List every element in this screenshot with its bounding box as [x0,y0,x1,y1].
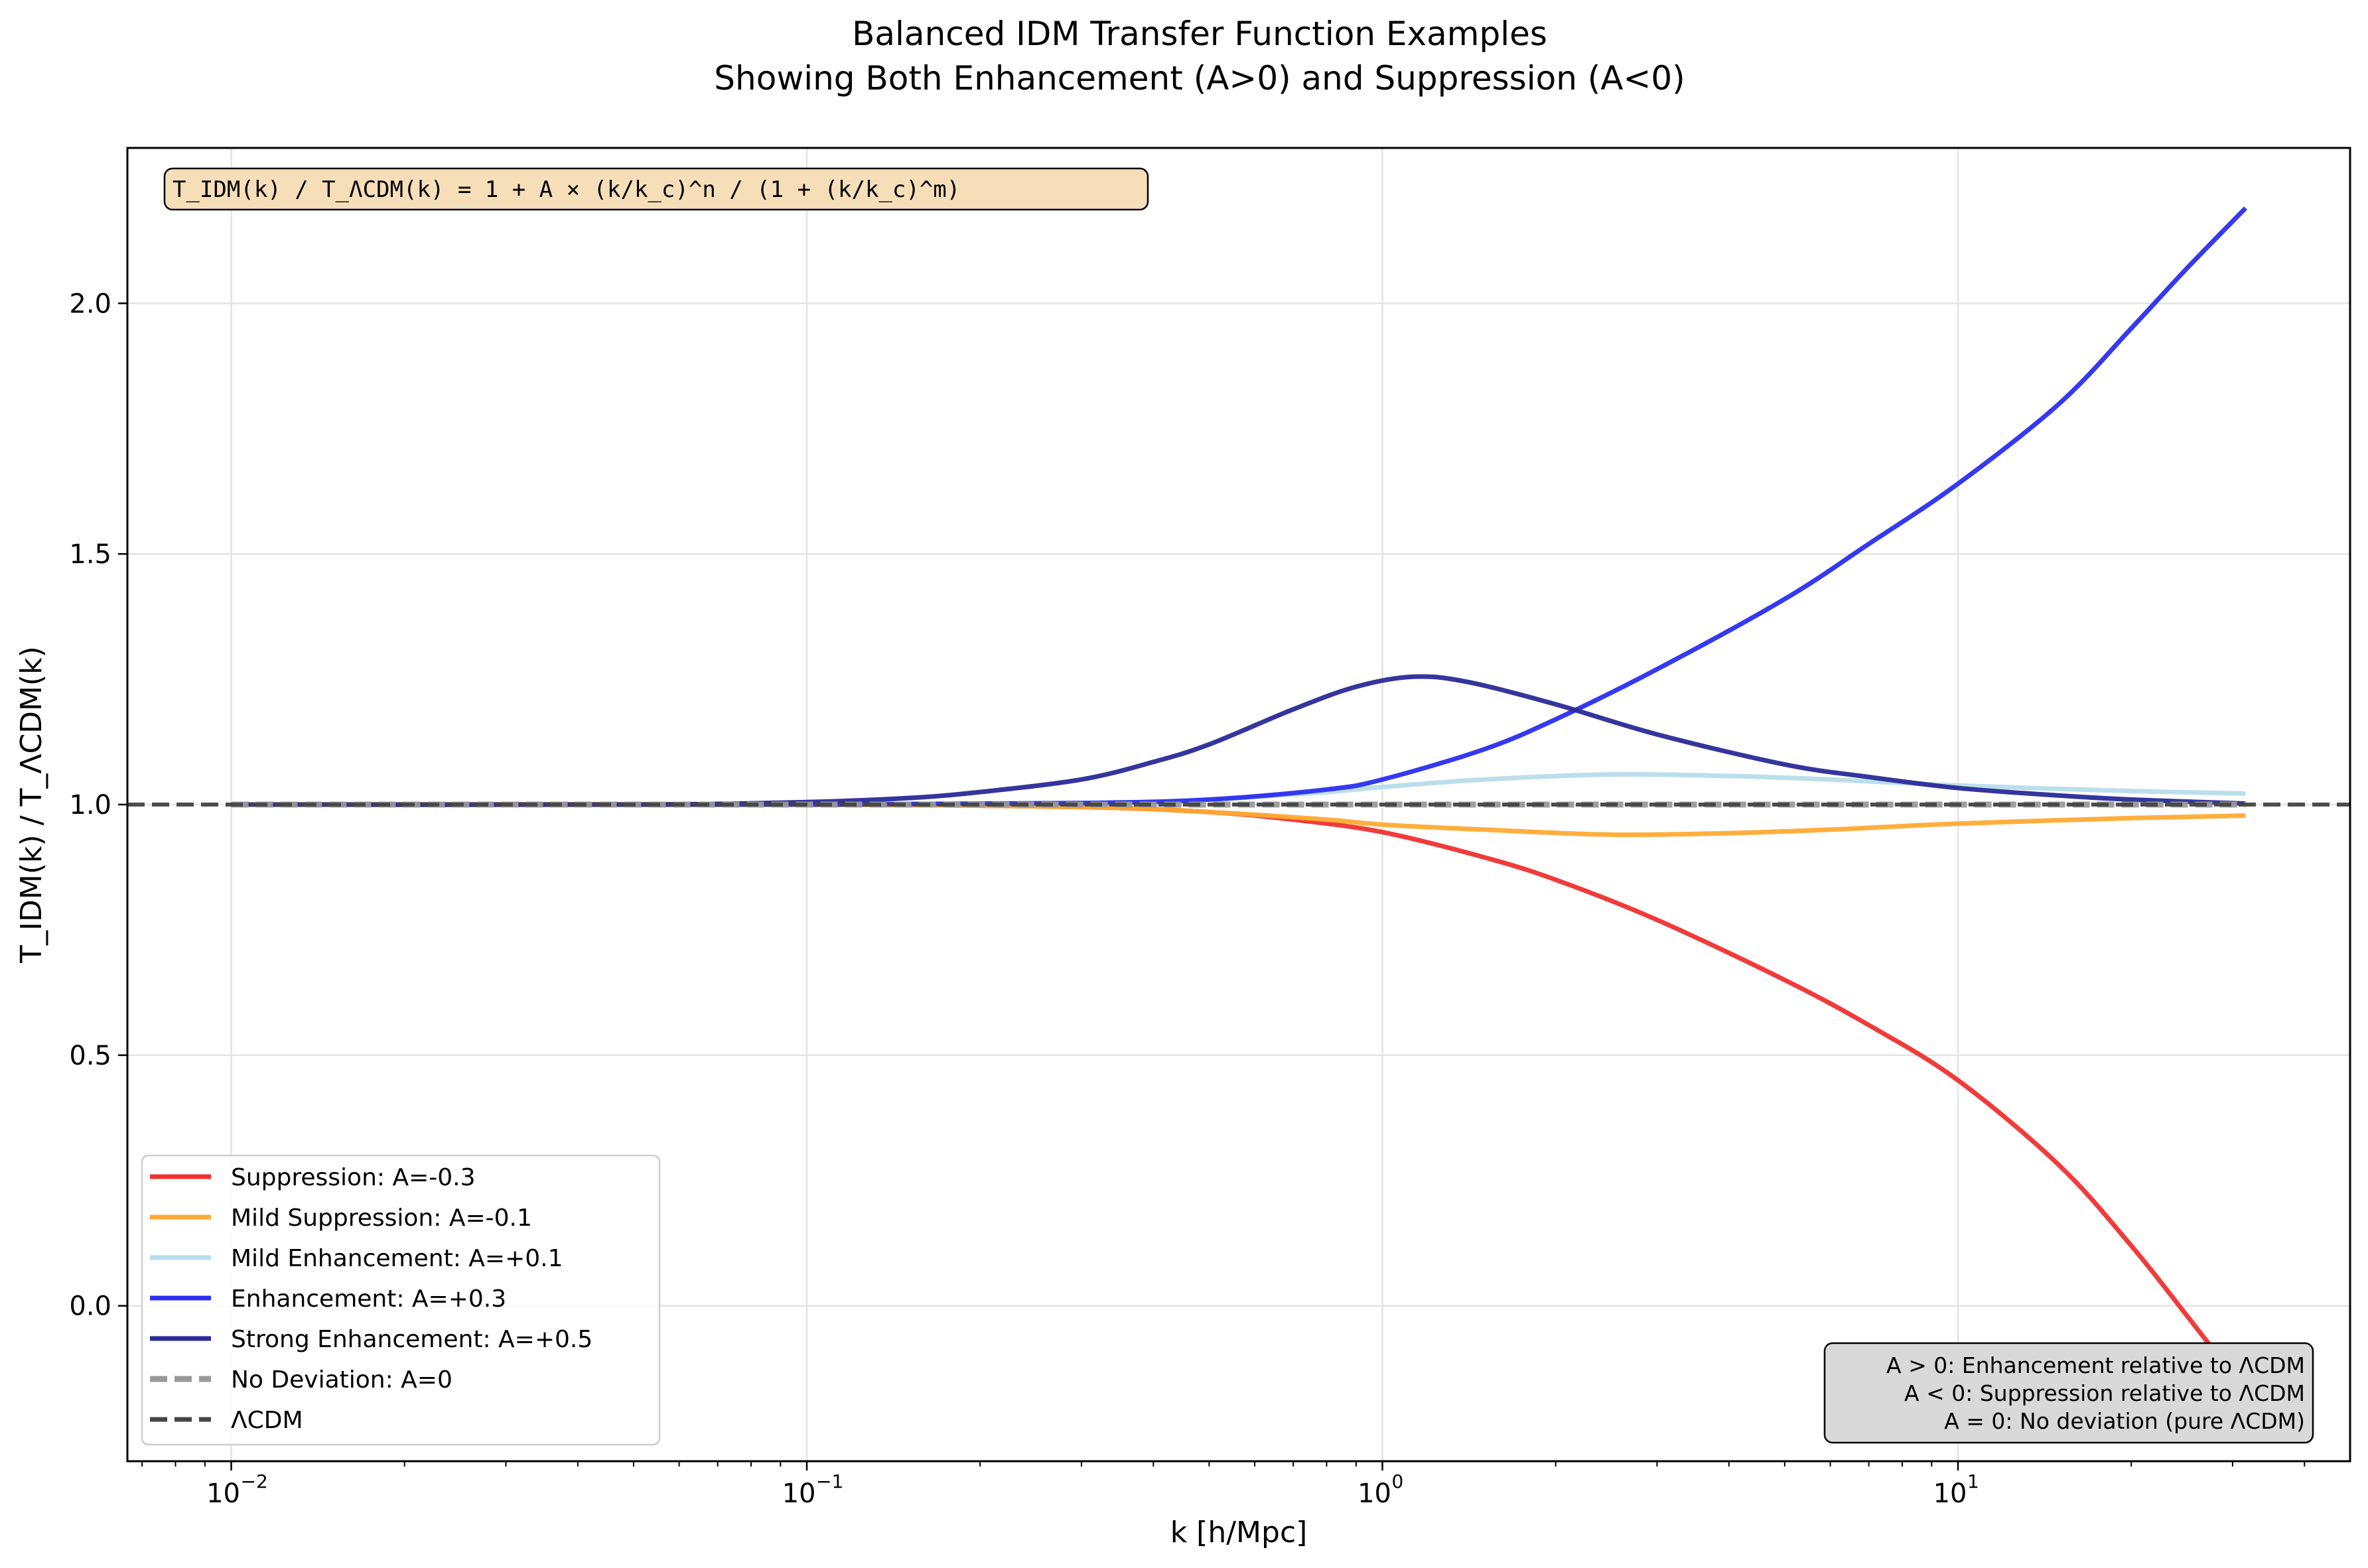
formula-box-background [163,167,1149,211]
y-axis-label: T_IDM(k) / T_ΛCDM(k) [15,646,48,964]
x-axis-ticks: 10 −2 10 −1 10 0 10 1 [141,1461,2306,1509]
y-tick-label: 0.0 [69,1291,111,1322]
legend: Suppression: A=-0.3 Mild Suppression: A=-… [141,1154,661,1446]
info-box-background [1823,1342,2314,1444]
info-line-1: A > 0: Enhancement relative to ΛCDM [1886,1352,2305,1378]
info-line-2: A < 0: Suppression relative to ΛCDM [1904,1380,2305,1406]
x-tick-label: 10 [1933,1478,1967,1509]
chart-subtitle: Showing Both Enhancement (A>0) and Suppr… [714,59,1685,98]
series-lines [127,206,2350,1393]
chart-title: Balanced IDM Transfer Function Examples [852,15,1547,53]
y-tick-label: 0.5 [69,1041,111,1071]
legend-label-3: Enhancement: A=+0.3 [231,1285,506,1313]
legend-label-5: No Deviation: A=0 [231,1366,453,1394]
legend-label-0: Suppression: A=-0.3 [231,1164,476,1191]
x-tick-exponent: 1 [1967,1470,1979,1492]
x-tick-label: 10 [206,1478,240,1509]
x-tick-exponent: −1 [816,1470,843,1492]
y-tick-label: 1.0 [69,790,111,820]
y-tick-label: 1.5 [69,539,111,570]
x-tick-label: 10 [1358,1478,1391,1509]
legend-label-4: Strong Enhancement: A=+0.5 [231,1326,592,1353]
legend-label-1: Mild Suppression: A=-0.1 [231,1205,532,1232]
legend-frame [141,1154,661,1446]
y-axis-ticks: 0.0 0.5 1.0 1.5 2.0 [69,289,127,1322]
formula-text: T_IDM(k) / T_ΛCDM(k) = 1 + A × (k/k_c)^n… [173,176,960,203]
info-box: A > 0: Enhancement relative to ΛCDM A < … [1823,1342,2314,1444]
x-tick-exponent: −2 [241,1470,268,1492]
y-tick-label: 2.0 [69,289,111,319]
info-line-3: A = 0: No deviation (pure ΛCDM) [1944,1408,2305,1434]
legend-label-2: Mild Enhancement: A=+0.1 [231,1245,563,1272]
legend-label-6: ΛCDM [231,1407,303,1434]
x-tick-exponent: 0 [1392,1470,1404,1492]
x-tick-label: 10 [782,1478,816,1509]
formula-box: T_IDM(k) / T_ΛCDM(k) = 1 + A × (k/k_c)^n… [163,167,1149,211]
x-axis-label: k [h/Mpc] [1170,1516,1308,1549]
